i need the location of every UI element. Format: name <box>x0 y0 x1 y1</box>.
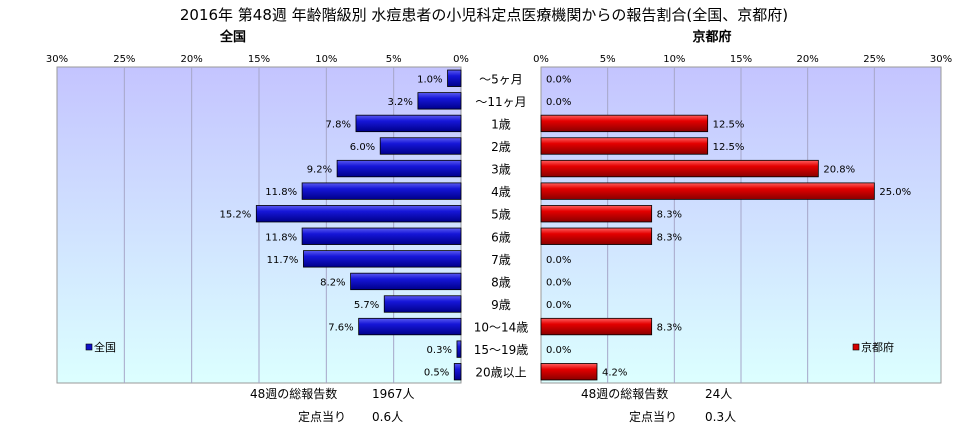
left-tick-label: 30% <box>46 54 68 65</box>
right-tick-label: 5% <box>600 54 616 65</box>
left-legend-label: 全国 <box>94 340 116 354</box>
right-tick-label: 25% <box>863 54 885 65</box>
right-data-label: 0.0% <box>546 277 571 288</box>
left-bar <box>417 92 462 110</box>
left-per-value: 0.6人 <box>372 410 403 424</box>
category-label: 6歳 <box>491 230 511 244</box>
left-data-label: 6.0% <box>350 142 375 153</box>
right-tick-label: 0% <box>533 54 549 65</box>
right-bar <box>540 182 875 200</box>
right-bar <box>540 159 819 178</box>
left-bar <box>350 272 462 291</box>
left-data-label: 0.5% <box>424 368 449 379</box>
left-bar <box>358 317 462 336</box>
left-data-label: 15.2% <box>220 210 252 221</box>
right-tick-label: 10% <box>663 54 685 65</box>
right-data-label: 4.2% <box>602 368 627 379</box>
left-bar <box>453 363 462 381</box>
left-data-label: 11.8% <box>265 232 297 243</box>
right-total-value: 24人 <box>705 387 732 401</box>
right-data-label: 0.0% <box>546 300 571 311</box>
left-data-label: 11.8% <box>265 187 297 198</box>
right-panel-title: 京都府 <box>692 29 731 45</box>
left-data-label: 7.6% <box>328 323 353 334</box>
right-data-label: 8.3% <box>657 232 682 243</box>
left-tick-label: 0% <box>453 54 469 65</box>
right-data-label: 0.0% <box>546 345 571 356</box>
left-tick-label: 5% <box>386 54 402 65</box>
left-bar <box>456 340 462 358</box>
category-label: ～11ヶ月 <box>475 95 526 109</box>
left-bar <box>303 250 462 268</box>
right-per-label: 定点当り <box>629 409 677 424</box>
right-legend-swatch <box>852 343 860 351</box>
right-tick-label: 15% <box>730 54 752 65</box>
left-total-label: 48週の総報告数 <box>250 386 337 401</box>
left-panel-title: 全国 <box>219 29 246 45</box>
left-data-label: 11.7% <box>267 255 299 266</box>
left-data-label: 9.2% <box>307 165 332 176</box>
right-data-label: 12.5% <box>713 142 745 153</box>
right-bar <box>540 137 709 155</box>
left-bar <box>301 227 462 245</box>
left-total-value: 1967人 <box>372 387 415 401</box>
left-data-label: 7.8% <box>326 119 351 130</box>
right-legend-label: 京都府 <box>861 340 894 354</box>
right-data-label: 0.0% <box>546 255 571 266</box>
right-per-value: 0.3人 <box>705 410 736 424</box>
right-bar <box>540 205 653 223</box>
right-data-label: 12.5% <box>713 119 745 130</box>
category-label: 1歳 <box>491 117 511 131</box>
category-label: ～5ヶ月 <box>479 72 523 86</box>
category-label: 8歳 <box>491 275 511 289</box>
left-tick-label: 10% <box>315 54 337 65</box>
right-data-label: 0.0% <box>546 74 571 85</box>
left-data-label: 5.7% <box>354 300 379 311</box>
right-data-label: 20.8% <box>823 165 855 176</box>
left-data-label: 0.3% <box>427 345 452 356</box>
category-label: 5歳 <box>491 208 511 222</box>
category-label: 10～14歳 <box>474 321 529 335</box>
left-tick-label: 20% <box>181 54 203 65</box>
right-bar <box>540 363 598 381</box>
category-label: 20歳以上 <box>475 366 526 380</box>
category-label: 4歳 <box>491 185 511 199</box>
left-legend-swatch <box>85 343 93 351</box>
right-total-label: 48週の総報告数 <box>581 386 668 401</box>
category-label: 2歳 <box>491 140 511 154</box>
left-tick-label: 15% <box>248 54 270 65</box>
right-data-label: 8.3% <box>657 323 682 334</box>
left-per-label: 定点当り <box>298 409 346 424</box>
chart-title: 2016年 第48週 年齢階級別 水痘患者の小児科定点医療機関からの報告割合(全… <box>180 6 788 24</box>
left-bar <box>383 295 462 313</box>
right-bar <box>540 227 653 245</box>
left-data-label: 8.2% <box>320 277 345 288</box>
right-bar <box>540 317 653 336</box>
right-data-label: 25.0% <box>879 187 911 198</box>
category-label: 3歳 <box>491 163 511 177</box>
right-data-label: 8.3% <box>657 210 682 221</box>
category-label: 15～19歳 <box>474 343 529 357</box>
left-bar <box>355 114 462 133</box>
category-label: 7歳 <box>491 253 511 267</box>
left-data-label: 1.0% <box>417 74 442 85</box>
right-data-label: 0.0% <box>546 97 571 108</box>
left-bar <box>336 159 462 178</box>
right-bar <box>540 114 709 133</box>
left-bar <box>255 205 462 223</box>
left-tick-label: 25% <box>113 54 135 65</box>
right-tick-label: 30% <box>930 54 952 65</box>
left-data-label: 3.2% <box>388 97 413 108</box>
right-tick-label: 20% <box>797 54 819 65</box>
left-bar <box>379 137 462 155</box>
left-bar <box>447 69 462 87</box>
left-bar <box>301 182 462 200</box>
category-label: 9歳 <box>491 298 511 312</box>
